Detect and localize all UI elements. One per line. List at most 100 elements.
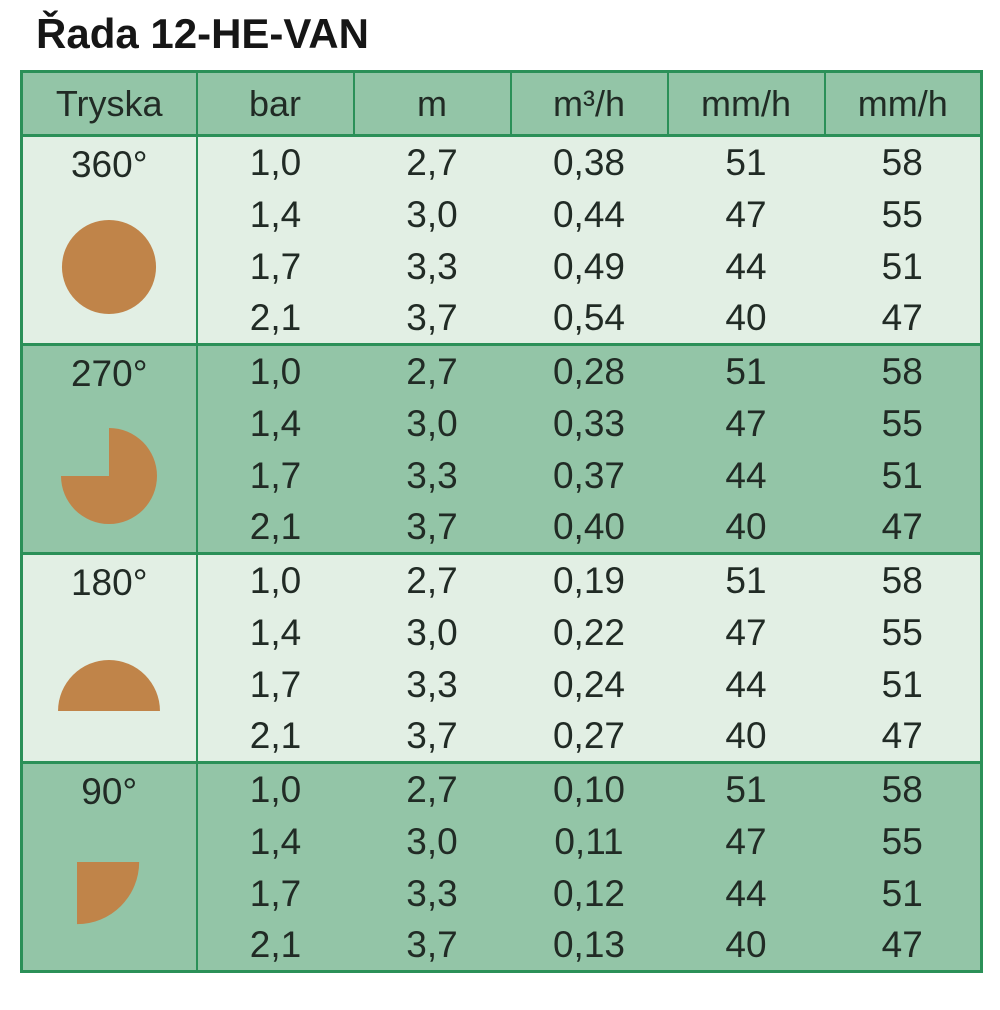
full-circle-sector-icon [62,220,157,315]
table-header: Tryska bar m m³/h mm/h mm/h [20,70,983,137]
cell-precip-mmh-1: 51 [667,344,825,398]
header-row: Tryska bar m m³/h mm/h mm/h [20,70,983,137]
cell-bar: 1,4 [196,188,354,241]
table-row: 2,1 3,7 0,13 40 47 [22,919,982,972]
cell-precip-mmh-1: 44 [667,658,825,711]
table-row: 1,4 3,0 0,11 47 55 [22,815,982,868]
table-row: 1,4 3,0 0,22 47 55 [22,606,982,659]
cell-radius-m: 2,7 [353,553,511,607]
cell-precip-mmh-1: 40 [667,501,825,554]
cell-radius-m: 3,0 [353,606,511,659]
column-header-mmh-2: mm/h [823,70,983,137]
cell-radius-m: 3,7 [353,501,511,554]
cell-precip-mmh-2: 58 [824,553,982,607]
cell-bar: 2,1 [196,292,354,345]
group-180: 180° 1,0 2,7 0,19 51 58 1,4 3,0 0,22 47 … [21,553,982,763]
cell-bar: 1,0 [196,344,354,398]
cell-bar: 1,4 [196,606,354,659]
cell-radius-m: 3,7 [353,919,511,972]
cell-flow-m3h: 0,33 [510,397,668,450]
cell-flow-m3h: 0,44 [510,188,668,241]
cell-flow-m3h: 0,54 [510,292,668,345]
group-90: 90° 1,0 2,7 0,10 51 58 1,4 3,0 0,11 47 5… [21,762,982,972]
table-row: 1,4 3,0 0,33 47 55 [22,397,982,450]
cell-flow-m3h: 0,11 [510,815,668,868]
table-row: 1,7 3,3 0,37 44 51 [22,449,982,502]
cell-bar: 1,7 [196,658,354,711]
cell-flow-m3h: 0,10 [510,762,668,816]
cell-flow-m3h: 0,49 [510,240,668,293]
quarter-circle-sector-icon [77,862,140,925]
cell-radius-m: 2,7 [353,762,511,816]
three-quarter-circle-sector-icon [61,428,158,525]
cell-flow-m3h: 0,22 [510,606,668,659]
cell-precip-mmh-2: 47 [824,501,982,554]
table-row: 270° 1,0 2,7 0,28 51 58 [21,344,982,554]
column-header-mmh-1: mm/h [666,70,826,137]
cell-radius-m: 3,7 [353,710,511,763]
cell-radius-m: 3,3 [353,658,511,711]
cell-precip-mmh-2: 47 [824,710,982,763]
cell-radius-m: 2,7 [353,344,511,398]
cell-precip-mmh-1: 47 [667,815,825,868]
cell-flow-m3h: 0,24 [510,658,668,711]
cell-precip-mmh-1: 51 [667,762,825,816]
tryska-cell-180: 180° [21,553,198,763]
cell-bar: 1,7 [196,449,354,502]
angle-label: 180° [70,561,148,603]
cell-precip-mmh-1: 40 [667,710,825,763]
cell-precip-mmh-2: 51 [824,449,982,502]
cell-bar: 1,0 [196,553,354,607]
cell-bar: 1,0 [196,762,354,816]
column-header-bar: bar [195,70,355,137]
cell-precip-mmh-2: 58 [824,344,982,398]
cell-precip-mmh-1: 47 [667,188,825,241]
table-row: 1,4 3,0 0,44 47 55 [22,188,982,241]
cell-flow-m3h: 0,28 [510,344,668,398]
cell-flow-m3h: 0,38 [510,135,668,189]
cell-bar: 1,7 [196,240,354,293]
cell-bar: 1,7 [196,867,354,920]
cell-radius-m: 3,0 [353,397,511,450]
cell-radius-m: 3,3 [353,867,511,920]
page-title: Řada 12-HE-VAN [36,10,369,57]
cell-bar: 1,4 [196,815,354,868]
column-header-m: m [352,70,512,137]
table-row: 1,7 3,3 0,12 44 51 [22,867,982,920]
cell-precip-mmh-2: 47 [824,292,982,345]
cell-precip-mmh-1: 44 [667,240,825,293]
cell-precip-mmh-2: 55 [824,815,982,868]
cell-precip-mmh-2: 58 [824,762,982,816]
cell-precip-mmh-1: 40 [667,292,825,345]
cell-radius-m: 3,3 [353,240,511,293]
cell-radius-m: 3,0 [353,188,511,241]
cell-bar: 1,0 [196,135,354,189]
cell-precip-mmh-1: 47 [667,397,825,450]
table-row: 2,1 3,7 0,40 40 47 [22,501,982,554]
cell-bar: 1,4 [196,397,354,450]
group-270: 270° 1,0 2,7 0,28 51 58 1,4 3,0 0,33 47 … [21,344,982,554]
cell-precip-mmh-2: 58 [824,135,982,189]
column-header-m3h: m³/h [509,70,669,137]
cell-precip-mmh-2: 51 [824,240,982,293]
cell-flow-m3h: 0,13 [510,919,668,972]
cell-radius-m: 3,3 [353,449,511,502]
cell-precip-mmh-2: 55 [824,397,982,450]
cell-precip-mmh-2: 47 [824,919,982,972]
table-row: 90° 1,0 2,7 0,10 51 58 [21,762,982,972]
table-row: 2,1 3,7 0,54 40 47 [22,292,982,345]
cell-radius-m: 2,7 [353,135,511,189]
cell-flow-m3h: 0,27 [510,710,668,763]
cell-bar: 2,1 [196,710,354,763]
cell-flow-m3h: 0,19 [510,553,668,607]
cell-precip-mmh-1: 44 [667,449,825,502]
nozzle-spec-table: Tryska bar m m³/h mm/h mm/h 360° 1,0 [20,70,983,974]
cell-precip-mmh-2: 51 [824,867,982,920]
cell-bar: 2,1 [196,501,354,554]
cell-flow-m3h: 0,40 [510,501,668,554]
table-row: 180° 1,0 2,7 0,19 51 58 [21,553,982,763]
cell-precip-mmh-1: 51 [667,135,825,189]
cell-precip-mmh-2: 55 [824,606,982,659]
cell-flow-m3h: 0,37 [510,449,668,502]
column-header-tryska: Tryska [20,70,198,137]
